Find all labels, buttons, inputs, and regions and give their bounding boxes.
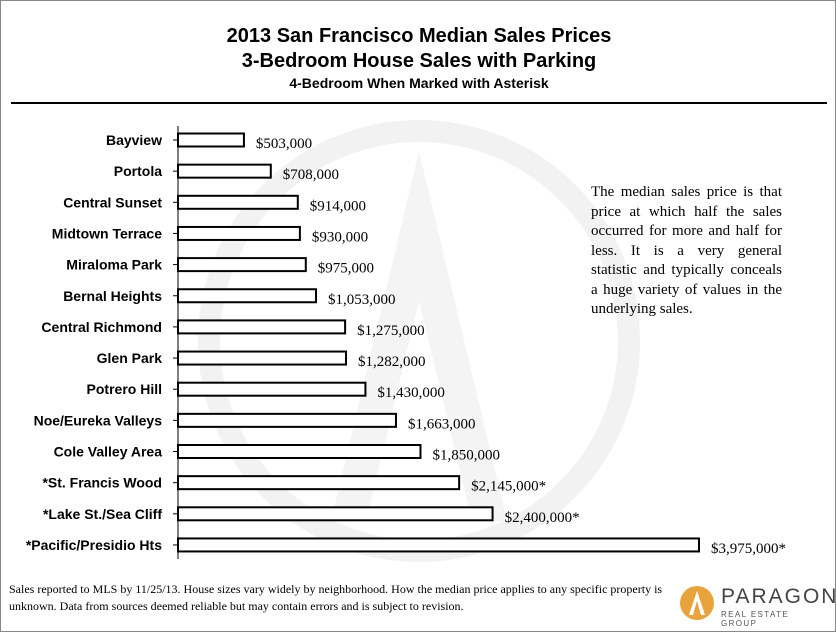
category-label: Bayview <box>106 132 162 148</box>
data-label: $3,975,000* <box>711 541 786 557</box>
chart-subtitle-note: 4-Bedroom When Marked with Asterisk <box>289 75 549 91</box>
data-label: $914,000 <box>310 198 366 214</box>
explanation-note: The median sales price is that price at … <box>591 184 782 317</box>
category-label: *Lake St./Sea Cliff <box>43 506 162 522</box>
data-label: $1,663,000 <box>408 416 476 432</box>
data-label: $503,000 <box>256 136 312 152</box>
logo-name: PARAGON <box>721 585 836 608</box>
paragon-logo-icon <box>680 586 714 620</box>
bar <box>177 225 301 241</box>
bar <box>177 537 700 553</box>
data-label: $1,275,000 <box>357 323 425 339</box>
data-label: $1,430,000 <box>377 385 445 401</box>
data-label: $1,053,000 <box>328 292 396 308</box>
bar <box>177 350 348 366</box>
footer-disclaimer: Sales reported to MLS by 11/25/13. House… <box>9 582 663 613</box>
title-divider <box>11 102 827 104</box>
data-label: $930,000 <box>312 229 368 245</box>
paragon-logo: PARAGON REAL ESTATE GROUP <box>679 583 835 628</box>
category-label: Central Richmond <box>41 319 162 335</box>
bar <box>177 381 367 397</box>
bar <box>177 475 461 491</box>
bar <box>177 194 299 210</box>
category-label: Portola <box>114 163 162 179</box>
data-label: $2,145,000* <box>471 479 546 495</box>
data-label: $708,000 <box>283 167 339 183</box>
category-label: Cole Valley Area <box>54 444 163 460</box>
category-label: Potrero Hill <box>87 381 162 397</box>
category-label: Glen Park <box>97 350 163 366</box>
category-label: Miraloma Park <box>66 257 162 273</box>
bar <box>177 163 272 179</box>
category-label: Noe/Eureka Valleys <box>34 412 163 428</box>
data-label: $975,000 <box>318 261 374 277</box>
data-label: $1,282,000 <box>358 354 426 370</box>
category-label: *St. Francis Wood <box>42 475 162 491</box>
bar <box>177 288 318 304</box>
bar <box>177 319 347 335</box>
bar <box>177 257 307 273</box>
bar <box>177 506 494 522</box>
category-label: *Pacific/Presidio Hts <box>26 537 162 553</box>
bar-chart: Bayview $503,000 Portola $708,000 Central Su… <box>26 126 786 559</box>
bar <box>177 132 245 148</box>
chart-title: 2013 San Francisco Median Sales Prices <box>226 25 612 47</box>
category-label: Bernal Heights <box>63 288 162 304</box>
category-label: Midtown Terrace <box>52 225 162 241</box>
data-label: $1,850,000 <box>432 448 500 464</box>
category-label: Central Sunset <box>63 194 162 210</box>
bar <box>177 412 397 428</box>
bar <box>177 444 422 459</box>
chart-subtitle: 3-Bedroom House Sales with Parking <box>241 50 597 72</box>
logo-tagline: REAL ESTATE GROUP <box>721 610 790 628</box>
data-label: $2,400,000* <box>505 510 580 526</box>
